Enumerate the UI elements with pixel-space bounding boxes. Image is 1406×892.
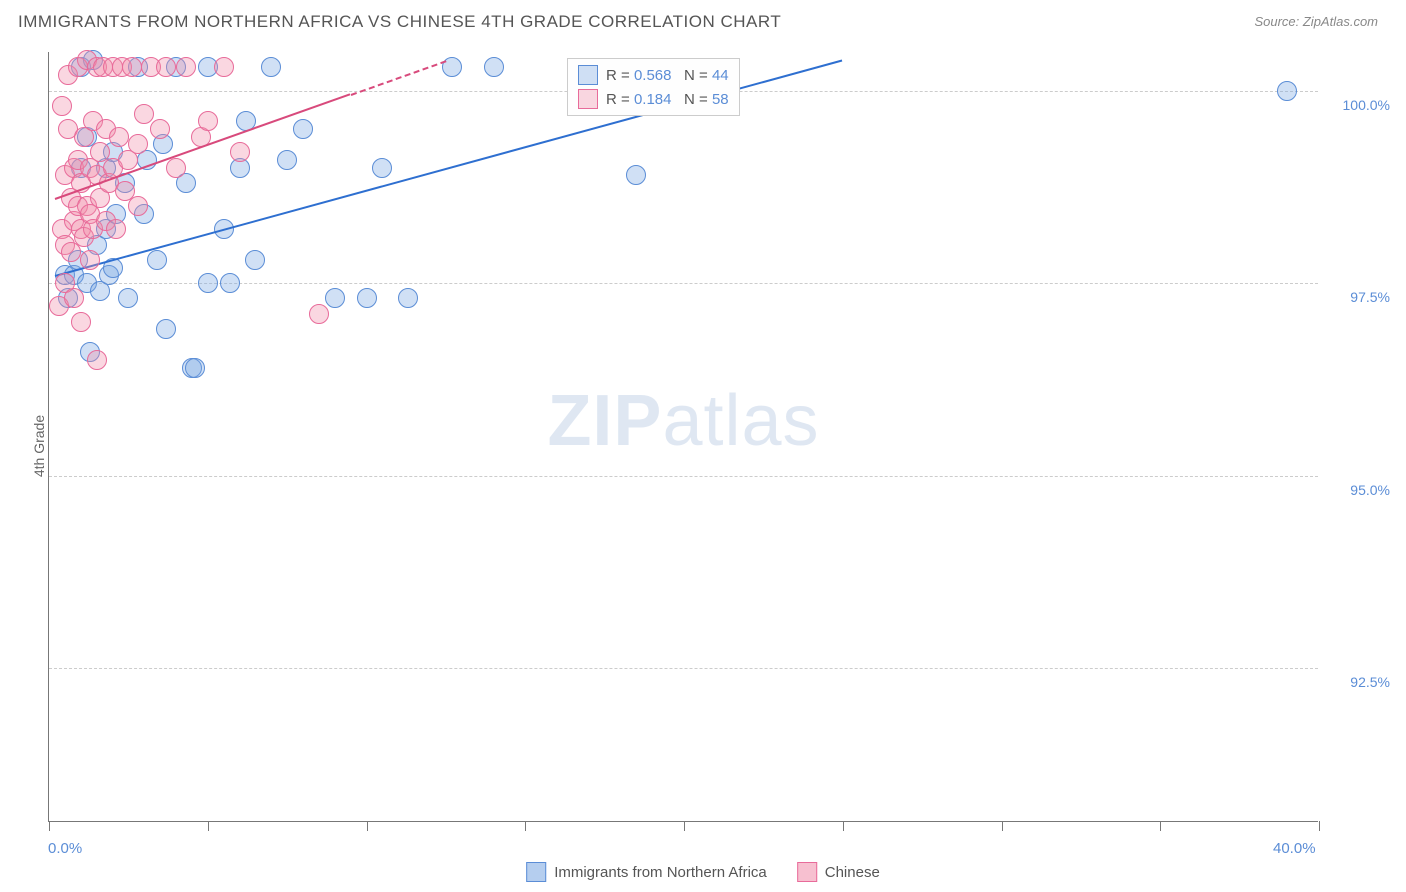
scatter-point [484,57,504,77]
bottom-legend-item: Chinese [797,862,880,882]
chart-title: IMMIGRANTS FROM NORTHERN AFRICA VS CHINE… [18,12,781,32]
scatter-point [64,288,84,308]
scatter-point [220,273,240,293]
x-tick [1319,821,1320,831]
y-tick-label: 100.0% [1343,97,1390,113]
x-tick-label: 40.0% [1273,840,1316,857]
scatter-point [309,304,329,324]
x-tick [843,821,844,831]
gridline-h [49,476,1318,477]
scatter-point [128,196,148,216]
scatter-point [398,288,418,308]
scatter-point [156,57,176,77]
legend-swatch [578,65,598,85]
scatter-point [166,158,186,178]
scatter-point [293,119,313,139]
scatter-point [185,358,205,378]
scatter-point [325,288,345,308]
plot-area: ZIPatlas R = 0.568 N = 44 R = 0.184 N = 5… [48,52,1318,822]
legend-row: R = 0.568 N = 44 [578,63,729,87]
legend-stats: R = 0.568 N = 44 [606,67,729,84]
watermark-zip: ZIP [547,381,662,461]
scatter-point [80,250,100,270]
scatter-point [118,288,138,308]
scatter-point [150,119,170,139]
x-tick [525,821,526,831]
scatter-point [156,319,176,339]
scatter-point [261,57,281,77]
scatter-point [106,219,126,239]
legend-label: Chinese [825,864,880,881]
scatter-point [198,111,218,131]
legend-swatch [797,862,817,882]
scatter-point [71,312,91,332]
scatter-point [198,273,218,293]
legend-swatch [526,862,546,882]
watermark-atlas: atlas [662,381,819,461]
bottom-legend-item: Immigrants from Northern Africa [526,862,767,882]
scatter-point [52,96,72,116]
legend-label: Immigrants from Northern Africa [554,864,767,881]
scatter-point [372,158,392,178]
x-tick [208,821,209,831]
x-tick [1160,821,1161,831]
x-tick-label: 0.0% [48,840,82,857]
bottom-legend: Immigrants from Northern Africa Chinese [526,862,880,882]
y-tick-label: 92.5% [1350,674,1390,690]
x-tick [367,821,368,831]
scatter-point [277,150,297,170]
x-tick [684,821,685,831]
y-axis-label: 4th Grade [31,415,47,477]
x-tick [49,821,50,831]
scatter-point [109,127,129,147]
scatter-point [122,57,142,77]
scatter-point [230,142,250,162]
scatter-point [128,134,148,154]
scatter-point [134,104,154,124]
scatter-point [245,250,265,270]
y-tick-label: 97.5% [1350,289,1390,305]
correlation-legend: R = 0.568 N = 44 R = 0.184 N = 58 [567,58,740,116]
watermark: ZIPatlas [547,380,819,462]
scatter-point [147,250,167,270]
scatter-point [626,165,646,185]
y-tick-label: 95.0% [1350,482,1390,498]
scatter-point [1277,81,1297,101]
legend-swatch [578,89,598,109]
source-attribution: Source: ZipAtlas.com [1254,14,1378,29]
gridline-h [49,668,1318,669]
legend-row: R = 0.184 N = 58 [578,87,729,111]
scatter-point [176,57,196,77]
scatter-point [357,288,377,308]
scatter-point [214,57,234,77]
scatter-point [87,350,107,370]
x-tick [1002,821,1003,831]
legend-stats: R = 0.184 N = 58 [606,91,729,108]
